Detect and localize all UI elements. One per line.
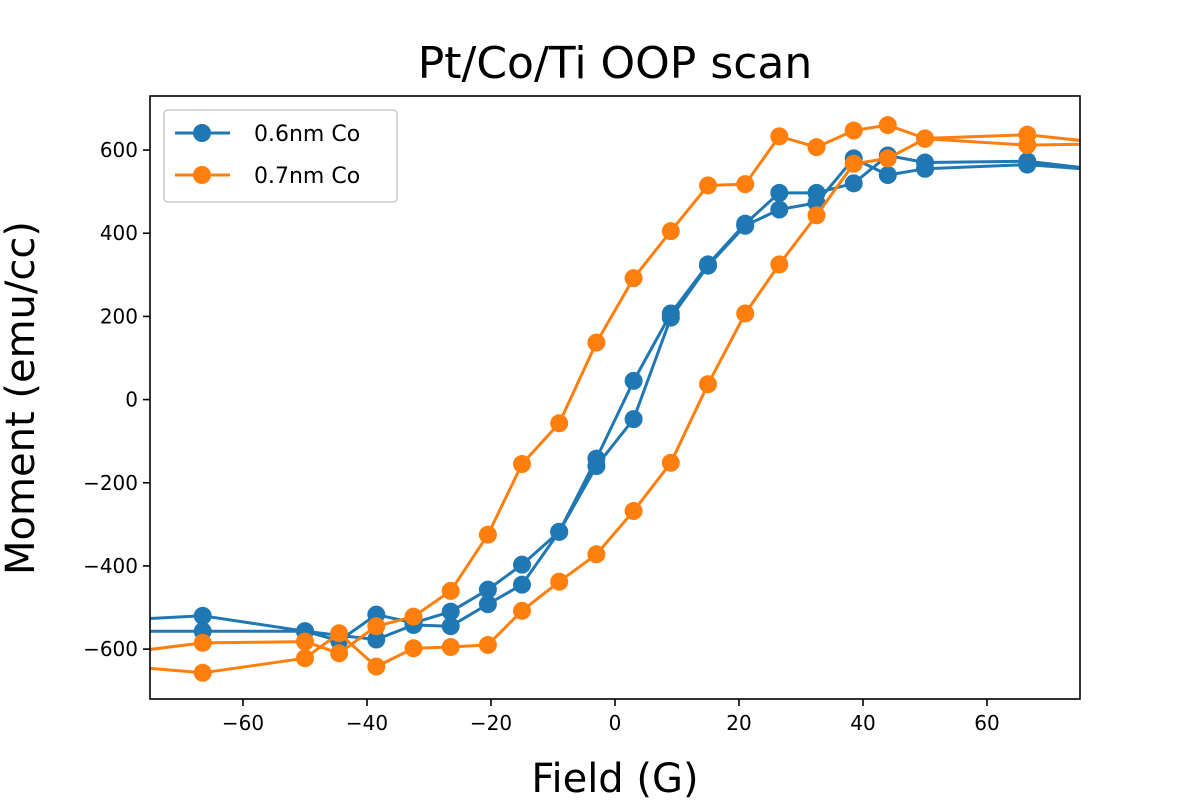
data-point [478,580,497,599]
x-tick-label: 0 [609,711,622,735]
data-point [736,304,755,323]
data-point [550,414,569,433]
data-point [661,308,680,327]
data-point [624,269,643,288]
data-point [661,453,680,472]
data-point [587,333,606,352]
data-point [699,375,717,394]
data-point [736,216,755,235]
series-1 [150,116,1080,682]
x-tick-label: 20 [726,711,751,735]
data-point [916,129,934,148]
data-point [367,630,386,649]
data-point [844,174,863,193]
data-point [330,644,349,663]
data-point [367,657,386,676]
data-point [699,176,717,195]
data-point [844,154,863,173]
data-point [441,581,460,600]
data-point [193,663,212,682]
legend-label: 0.7nm Co [254,164,360,189]
data-point [441,602,460,621]
data-point [441,638,460,657]
y-tick-label: 0 [125,388,138,412]
data-point [770,200,789,219]
data-point [550,522,569,541]
legend-marker [193,124,211,142]
data-point [478,595,497,614]
data-point [478,525,497,544]
x-tick-label: 60 [974,711,999,735]
y-tick-label: 600 [100,138,138,162]
data-point [807,138,826,157]
data-point [1018,155,1037,174]
data-point [441,617,460,636]
data-point [770,183,789,202]
data-point [624,410,643,429]
data-point [661,222,680,241]
data-point [770,255,789,274]
legend-marker [193,166,211,184]
data-point [699,256,717,275]
data-point [587,457,606,476]
x-tick-label: −40 [346,711,388,735]
y-tick-label: −200 [83,471,138,495]
y-tick-label: 400 [100,221,138,245]
data-point [513,455,531,474]
data-point [550,572,569,591]
data-point [193,633,212,652]
data-point [916,159,934,178]
x-tick-label: −60 [222,711,264,735]
data-point [624,371,643,390]
data-point [513,555,531,574]
legend-label: 0.6nm Co [254,122,360,147]
y-axis: −600 −400 −200 0 200 400 600 [83,138,150,661]
y-tick-label: −600 [83,637,138,661]
data-point [296,649,314,668]
data-point [736,175,755,194]
data-point [330,624,349,643]
x-axis-title: Field (G) [531,756,698,800]
data-point [478,635,497,654]
data-point [513,601,531,620]
data-point [587,545,606,564]
data-point [878,149,897,168]
data-point [844,121,863,140]
y-axis-title: Moment (emu/cc) [0,221,44,575]
x-axis: −60 −40 −20 0 20 40 60 [222,699,1000,735]
data-point [878,116,897,135]
data-point [193,606,212,625]
data-point [404,639,423,658]
chart-title: Pt/Co/Ti OOP scan [418,38,813,89]
data-point [807,206,826,225]
x-tick-label: 40 [850,711,875,735]
y-tick-label: −400 [83,554,138,578]
data-point [624,502,643,521]
data-point [404,607,423,626]
data-point [296,632,314,651]
series-layer [150,116,1080,682]
legend: 0.6nm Co 0.7nm Co [163,109,398,203]
data-point [1018,136,1037,155]
data-point [770,127,789,146]
y-tick-label: 200 [100,304,138,328]
data-point [367,617,386,636]
x-tick-label: −20 [470,711,512,735]
data-point [878,166,897,185]
data-point [513,575,531,594]
